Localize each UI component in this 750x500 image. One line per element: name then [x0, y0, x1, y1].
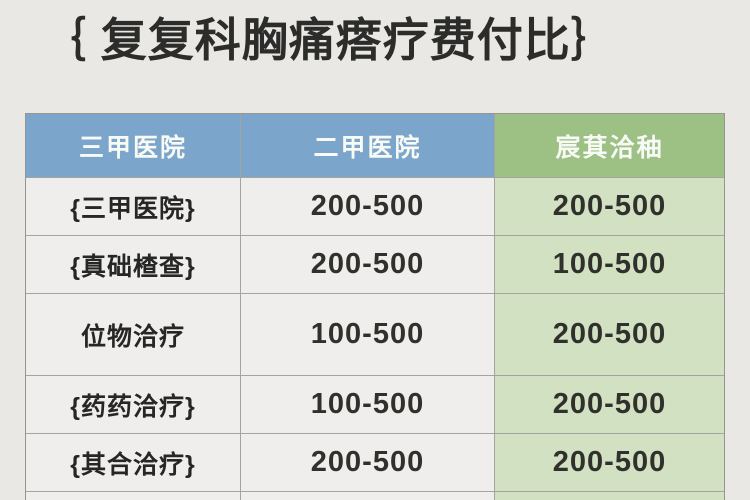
- row-value-col2: 100-500: [241, 376, 495, 434]
- table-row: {其合洽疗} 200-500 200-500: [26, 434, 724, 492]
- row-value-col2: 100-500: [241, 294, 495, 376]
- table-row: {药药洽疗} 100-500 200-500: [26, 376, 724, 434]
- row-value-col2: 200-500: [241, 434, 495, 492]
- fee-comparison-table: 三甲医院 二甲医院 宸萁洽秞 {三甲医院} 200-500 200-500 {真…: [25, 113, 725, 500]
- row-label: {三甲医院}: [26, 178, 241, 236]
- row-value-col2: 200-500: [241, 178, 495, 236]
- row-label: 位物洽疗: [26, 294, 241, 376]
- row-value-col2: 200-500: [241, 236, 495, 294]
- row-value-col3: 200-500: [495, 178, 724, 236]
- row-label: {其合洽疗}: [26, 434, 241, 492]
- clipped-cell: [241, 492, 495, 500]
- column-header-hospital-2a: 二甲医院: [241, 114, 495, 178]
- column-header-highlight: 宸萁洽秞: [495, 114, 724, 178]
- row-label: {药药洽疗}: [26, 376, 241, 434]
- table-row: {三甲医院} 200-500 200-500: [26, 178, 724, 236]
- clipped-cell: [495, 492, 724, 500]
- row-value-col3: 200-500: [495, 434, 724, 492]
- table-row-clipped: [26, 492, 724, 500]
- column-header-hospital-3a: 三甲医院: [26, 114, 241, 178]
- table-row: 位物洽疗 100-500 200-500: [26, 294, 724, 376]
- row-value-col3: 200-500: [495, 294, 724, 376]
- page-title: ｛ 复复科胸痛瘩疗费付比｝: [40, 14, 618, 66]
- clipped-cell: [26, 492, 241, 500]
- row-value-col3: 100-500: [495, 236, 724, 294]
- row-value-col3: 200-500: [495, 376, 724, 434]
- table-row: {真础楂查} 200-500 100-500: [26, 236, 724, 294]
- row-label: {真础楂查}: [26, 236, 241, 294]
- table-header-row: 三甲医院 二甲医院 宸萁洽秞: [26, 114, 724, 178]
